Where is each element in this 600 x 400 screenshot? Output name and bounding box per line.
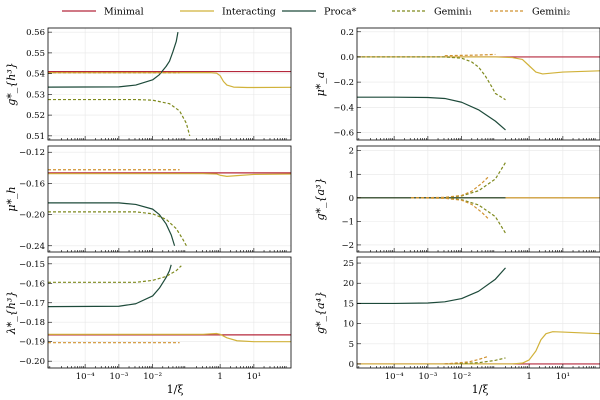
legend-label-1: Interacting bbox=[222, 7, 276, 18]
series-line-Gemini-4 bbox=[444, 53, 496, 57]
y-tick-label: 0.52 bbox=[26, 111, 45, 121]
x-tick-label: 10⁻⁴ bbox=[385, 372, 404, 382]
y-tick-label: 0.2 bbox=[340, 28, 354, 38]
y-tick-label: −0.16 bbox=[19, 179, 45, 189]
panel-g_h3: 0.51 0.52 0.53 0.54 0.55 0.56 g*_{h³} bbox=[5, 27, 292, 142]
x-tick-label: 10¹ bbox=[556, 372, 570, 382]
y-tick-label: −0.24 bbox=[19, 242, 45, 252]
series-line-Gemini-3 bbox=[48, 98, 191, 137]
axes-frame bbox=[47, 145, 292, 253]
y-axis-label: μ*_a bbox=[314, 72, 327, 97]
series-line-Interacting-1 bbox=[48, 71, 291, 89]
axes-frame bbox=[47, 256, 292, 369]
x-axis-label-right: 1/ξ bbox=[472, 383, 489, 396]
legend: Minimal Interacting Proca* Gemini₁ Gemini₂ bbox=[62, 7, 570, 18]
axes-frame bbox=[356, 256, 600, 369]
y-tick-label: −0.19 bbox=[19, 338, 45, 348]
y-tick-label: −0.2 bbox=[333, 78, 354, 88]
x-tick-label: 10¹ bbox=[247, 372, 261, 382]
y-tick-label: −0.17 bbox=[19, 299, 45, 309]
y-tick-label: 0.54 bbox=[26, 70, 45, 80]
y-tick-label: 20 bbox=[343, 279, 354, 289]
legend-label-0: Minimal bbox=[104, 7, 144, 18]
y-tick-label: 0.51 bbox=[26, 132, 45, 142]
series-line-Proca-2 bbox=[48, 32, 179, 88]
series-line-Gemini-3 bbox=[410, 162, 507, 199]
y-tick-label: 0.53 bbox=[26, 90, 45, 100]
series-line-Interacting-1 bbox=[48, 332, 291, 343]
series-line-Proca-2 bbox=[48, 202, 176, 246]
series-line-Gemini-6 bbox=[410, 197, 490, 220]
x-tick-label: 10⁻² bbox=[143, 372, 162, 382]
y-tick-label: 1 bbox=[349, 170, 354, 180]
series-line-Interacting-1 bbox=[357, 56, 600, 75]
axes-frame bbox=[356, 145, 600, 253]
series-group bbox=[357, 162, 600, 234]
series-group bbox=[357, 267, 600, 365]
series-group bbox=[48, 32, 291, 137]
y-tick-label: −0.4 bbox=[333, 103, 354, 113]
y-tick-label: −0.12 bbox=[19, 148, 45, 158]
y-tick-label: −0.16 bbox=[19, 279, 45, 289]
y-tick-label: 0 bbox=[349, 194, 354, 204]
axes-frame bbox=[356, 27, 600, 141]
series-line-Gemini-4 bbox=[410, 197, 507, 234]
y-axis-label: λ*_{h³} bbox=[5, 291, 18, 335]
series-line-Gemini-3 bbox=[48, 211, 187, 247]
series-line-Gemini-5 bbox=[410, 176, 490, 199]
x-tick-label: 1 bbox=[217, 372, 222, 382]
series-line-Proca-2 bbox=[48, 264, 172, 308]
series-group bbox=[48, 264, 291, 344]
series-group bbox=[48, 169, 291, 247]
x-tick-label: 1 bbox=[526, 372, 531, 382]
x-tick-label: 10⁻⁴ bbox=[76, 372, 95, 382]
y-tick-label: −0.6 bbox=[333, 128, 354, 138]
series-line-Proca-2 bbox=[357, 96, 506, 131]
y-axis-label: g*_{h³} bbox=[5, 62, 18, 106]
series-line-Gemini-3 bbox=[357, 56, 506, 101]
legend-label-4: Gemini₂ bbox=[532, 7, 570, 18]
y-tick-label: 25 bbox=[343, 259, 354, 269]
panels: 0.510.520.530.540.550.56g*_{h³}−0.12−0.1… bbox=[5, 27, 600, 382]
y-tick-label: 0.55 bbox=[26, 49, 45, 59]
y-tick-label: 0.56 bbox=[26, 28, 45, 38]
y-tick-label: −0.15 bbox=[19, 260, 45, 270]
y-tick-label: 2 bbox=[349, 147, 354, 157]
legend-label-2: Proca* bbox=[324, 7, 357, 18]
y-axis-label: g*_{a⁴} bbox=[314, 291, 327, 334]
x-tick-label: 10⁻³ bbox=[110, 372, 129, 382]
axes-frame bbox=[47, 27, 292, 141]
x-tick-label: 10⁻³ bbox=[419, 372, 438, 382]
series-line-Interacting-1 bbox=[48, 173, 291, 177]
y-axis-label: μ*_h bbox=[5, 186, 18, 211]
x-tick-label: 10⁻² bbox=[452, 372, 471, 382]
panel-g_a3: 2 1 0 −1 −2 g*_{a³} bbox=[314, 145, 600, 253]
y-tick-label: −0.20 bbox=[19, 357, 45, 367]
legend-label-3: Gemini₁ bbox=[434, 7, 472, 18]
x-axis-label-left: 1/ξ bbox=[167, 383, 184, 396]
y-tick-label: −0.20 bbox=[19, 211, 45, 221]
y-tick-label: 15 bbox=[343, 299, 354, 309]
series-line-Gemini-3 bbox=[48, 265, 182, 283]
series-line-Gemini-4 bbox=[444, 355, 489, 365]
panel-mu_h: −0.12 −0.16 −0.20 −0.24 μ*_h bbox=[5, 145, 292, 253]
panel-lambda_h3: −0.15 −0.16 −0.17 −0.18 −0.19 −0.20 10⁻⁴ 10⁻³ 10… bbox=[5, 256, 292, 382]
y-axis-label: g*_{a³} bbox=[314, 177, 327, 220]
panel-mu_a: 0.2 0.0 −0.2 −0.4 −0.6 μ*_a bbox=[314, 27, 600, 141]
panel-g_a4: 25 20 15 10 5 0 10⁻⁴ 10⁻³ 10⁻² 1 10¹ g*_{a⁴} bbox=[314, 256, 600, 382]
y-tick-label: −2 bbox=[341, 241, 354, 251]
y-tick-label: 0.0 bbox=[340, 53, 354, 63]
y-tick-label: 5 bbox=[349, 340, 354, 350]
series-line-Proca-2 bbox=[357, 267, 506, 305]
y-tick-label: −1 bbox=[341, 217, 354, 227]
y-tick-label: −0.18 bbox=[19, 318, 45, 328]
series-group bbox=[357, 53, 600, 131]
y-tick-label: 10 bbox=[343, 320, 354, 330]
series-line-Interacting-1 bbox=[357, 331, 600, 365]
series-line-Gemini-3 bbox=[444, 357, 506, 365]
y-tick-label: 0 bbox=[349, 360, 354, 370]
